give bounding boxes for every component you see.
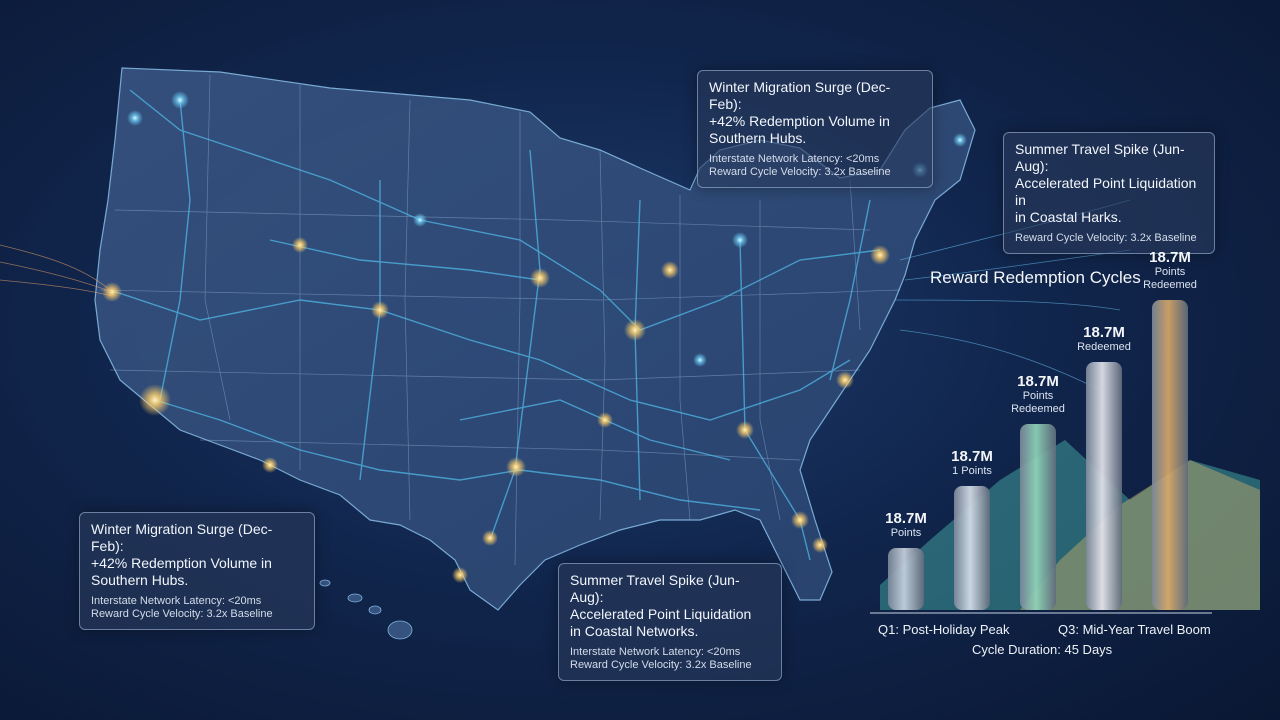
x-tick-right: Q3: Mid-Year Travel Boom (1058, 622, 1211, 637)
bar-value: 18.7M (951, 448, 993, 465)
state-borders (99, 74, 901, 566)
bar-5 (1152, 300, 1188, 610)
bar-4 (1086, 362, 1122, 610)
callout-latency: Interstate Network Latency: <20ms (709, 153, 880, 165)
bar-1 (888, 548, 924, 610)
bar-unit: Points Redeemed (1011, 390, 1065, 415)
hawaii-islands (319, 579, 413, 640)
bar-label-2: 18.7M 1 Points (927, 448, 1017, 478)
redemption-bar-chart (870, 300, 1260, 614)
flow-streaks-west (0, 244, 113, 297)
callout-heading: Winter Migration Surge (Dec-Feb): +42% R… (91, 521, 273, 588)
x-axis-label: Cycle Duration: 45 Days (972, 642, 1113, 657)
callout-latency: Interstate Network Latency: <20ms (91, 595, 262, 607)
bar-value: 18.7M (885, 510, 927, 527)
bar-label-3: 18.7M Points Redeemed (993, 373, 1083, 416)
callout-velocity: Reward Cycle Velocity: 3.2x Baseline (570, 659, 752, 671)
network-routes (109, 89, 881, 561)
bar-value: 18.7M (1149, 249, 1191, 266)
bar-3 (1020, 424, 1056, 610)
callout-summer-top-right: Summer Travel Spike (Jun-Aug): Accelerat… (1003, 132, 1215, 254)
bar-2 (954, 486, 990, 610)
callout-velocity: Reward Cycle Velocity: 3.2x Baseline (1015, 232, 1197, 244)
bar-unit: Redeemed (1077, 341, 1131, 353)
chart-title: Reward Redemption Cycles (930, 268, 1141, 287)
bar-unit: Points (890, 527, 922, 539)
network-nodes (102, 91, 967, 583)
x-tick-left: Q1: Post-Holiday Peak (878, 622, 1010, 637)
callout-velocity: Reward Cycle Velocity: 3.2x Baseline (91, 608, 273, 620)
callout-summer-bottom: Summer Travel Spike (Jun-Aug): Accelerat… (558, 563, 782, 681)
bar-unit: Points Redeemed (1143, 266, 1197, 291)
bar-value: 18.7M (1083, 324, 1125, 341)
bar-label-1: 18.7M Points (861, 510, 951, 540)
callout-heading: Winter Migration Surge (Dec-Feb): +42% R… (709, 79, 891, 146)
bar-value: 18.7M (1017, 373, 1059, 390)
callout-latency: Interstate Network Latency: <20ms (570, 646, 741, 658)
callout-heading: Summer Travel Spike (Jun-Aug): Accelerat… (570, 572, 752, 639)
callout-winter-bottom-left: Winter Migration Surge (Dec-Feb): +42% R… (79, 512, 315, 630)
callout-winter-top: Winter Migration Surge (Dec-Feb): +42% R… (697, 70, 933, 188)
bar-label-4: 18.7M Redeemed (1059, 324, 1149, 354)
bar-label-5: 18.7M Points Redeemed (1125, 249, 1215, 292)
callout-heading: Summer Travel Spike (Jun-Aug): Accelerat… (1015, 141, 1197, 225)
callout-velocity: Reward Cycle Velocity: 3.2x Baseline (709, 166, 891, 178)
area-series-gold (1020, 460, 1260, 610)
bar-unit: 1 Points (952, 465, 992, 477)
